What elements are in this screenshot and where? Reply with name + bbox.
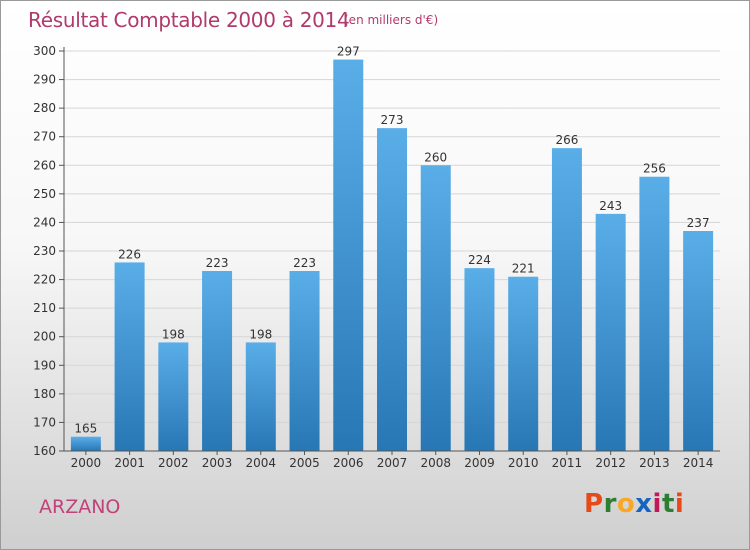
bar-2003: [202, 271, 233, 451]
x-tick-label: 2008: [420, 456, 451, 470]
y-tick-label: 170: [33, 415, 56, 429]
bar-value-label: 223: [206, 256, 229, 270]
axes: 160 170 180 190 200 210 220 230 240 250 260 270 280 2…: [33, 44, 720, 470]
y-tick-label: 180: [33, 387, 56, 401]
logo-letter: x: [635, 489, 653, 519]
bar-2001: [114, 262, 145, 451]
y-tick-label: 200: [33, 330, 56, 344]
x-tick-label: 2002: [158, 456, 189, 470]
logo-letter: t: [661, 489, 675, 519]
bar-2012: [595, 213, 626, 451]
y-tick-label: 240: [33, 215, 56, 229]
bar-2008: [420, 165, 451, 452]
logo-letter: r: [603, 489, 617, 519]
bar-value-label: 273: [381, 113, 404, 127]
bar-2009: [464, 268, 495, 451]
bar-2014: [683, 231, 714, 451]
logo-letter: i: [674, 489, 685, 519]
x-tick-label: 2014: [683, 456, 714, 470]
logo-letter: P: [584, 489, 604, 519]
x-tick-label: 2007: [377, 456, 408, 470]
y-tick-label: 300: [33, 44, 56, 58]
logo-letter: i: [652, 489, 662, 519]
y-tick-label: 280: [33, 101, 56, 115]
x-tick-label: 2001: [114, 456, 145, 470]
y-tick-label: 290: [33, 73, 56, 87]
x-tick-label: 2013: [639, 456, 670, 470]
bar-2013: [639, 176, 670, 451]
bar-2002: [158, 342, 189, 451]
logo-letter: o: [616, 489, 636, 519]
bar-2000: [70, 436, 101, 451]
bar-value-label: 224: [468, 253, 491, 267]
x-tick-label: 2010: [508, 456, 539, 470]
y-tick-label: 250: [33, 187, 56, 201]
chart-unit: (en milliers d'€): [344, 13, 439, 27]
bar-value-label: 266: [555, 133, 578, 147]
bar-value-label: 243: [599, 199, 622, 213]
bar-2004: [245, 342, 276, 451]
x-tick-label: 2009: [464, 456, 495, 470]
bar-2011: [551, 148, 582, 451]
bar-2006: [333, 59, 364, 451]
bar-2005: [289, 271, 320, 451]
bar-value-label: 256: [643, 162, 666, 176]
commune-name: ARZANO: [39, 496, 121, 518]
bar-value-label: 198: [162, 327, 185, 341]
x-tick-label: 2004: [246, 456, 277, 470]
bar-value-label: 260: [424, 150, 447, 164]
bar-value-label: 223: [293, 256, 316, 270]
bar-value-label: 226: [118, 247, 141, 261]
x-tick-label: 2006: [333, 456, 364, 470]
bar-2010: [508, 276, 539, 451]
bar-value-label: 198: [249, 327, 272, 341]
bar-value-label: 297: [337, 45, 360, 59]
y-tick-label: 260: [33, 158, 56, 172]
y-tick-label: 220: [33, 273, 56, 287]
y-tick-label: 270: [33, 130, 56, 144]
bars: 165 226 198 223 198 223 297 273 260 224 221 266 243 2…: [70, 45, 714, 452]
chart-title: Résultat Comptable 2000 à 2014: [28, 8, 350, 32]
y-tick-label: 160: [33, 444, 56, 458]
bar-value-label: 221: [512, 262, 535, 276]
x-tick-label: 2012: [595, 456, 626, 470]
x-tick-label: 2000: [71, 456, 102, 470]
y-tick-label: 190: [33, 358, 56, 372]
x-tick-label: 2011: [552, 456, 583, 470]
y-tick-label: 210: [33, 301, 56, 315]
proxiti-logo: Proxiti: [584, 489, 684, 519]
bar-value-label: 165: [74, 422, 97, 436]
x-tick-label: 2005: [289, 456, 320, 470]
y-tick-label: 230: [33, 244, 56, 258]
bar-value-label: 237: [687, 216, 710, 230]
x-tick-label: 2003: [202, 456, 233, 470]
bar-2007: [377, 128, 407, 451]
